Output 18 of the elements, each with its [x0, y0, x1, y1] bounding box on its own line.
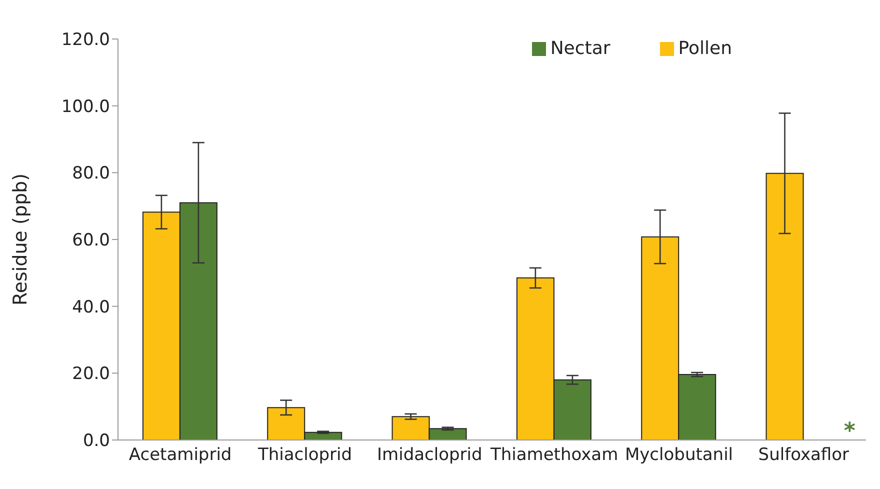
- x-tick-label: Thiacloprid: [256, 445, 352, 466]
- x-tick-label: Thiamethoxam: [489, 445, 618, 466]
- x-tick-label: Acetamiprid: [128, 445, 232, 466]
- bar: [766, 172, 804, 440]
- y-tick-label: 0.0: [82, 431, 110, 452]
- legend-label: Nectar: [550, 38, 610, 59]
- x-tick-label: Sulfoxaflor: [758, 445, 850, 466]
- annotation: *: [844, 419, 856, 444]
- y-tick-label: 20.0: [72, 364, 110, 384]
- y-axis-title: Residue (ppb): [10, 173, 32, 306]
- x-tick-label: Imidacloprid: [377, 445, 482, 466]
- legend-label: Pollen: [678, 38, 732, 59]
- y-tick-label: 100.0: [61, 96, 110, 117]
- y-tick-label: 60.0: [72, 230, 110, 251]
- y-tick-label: 40.0: [72, 297, 110, 318]
- x-tick-label: Myclobutanil: [624, 445, 734, 466]
- y-tick-label: 120.0: [61, 30, 110, 50]
- y-tick-label: 80.0: [72, 164, 110, 184]
